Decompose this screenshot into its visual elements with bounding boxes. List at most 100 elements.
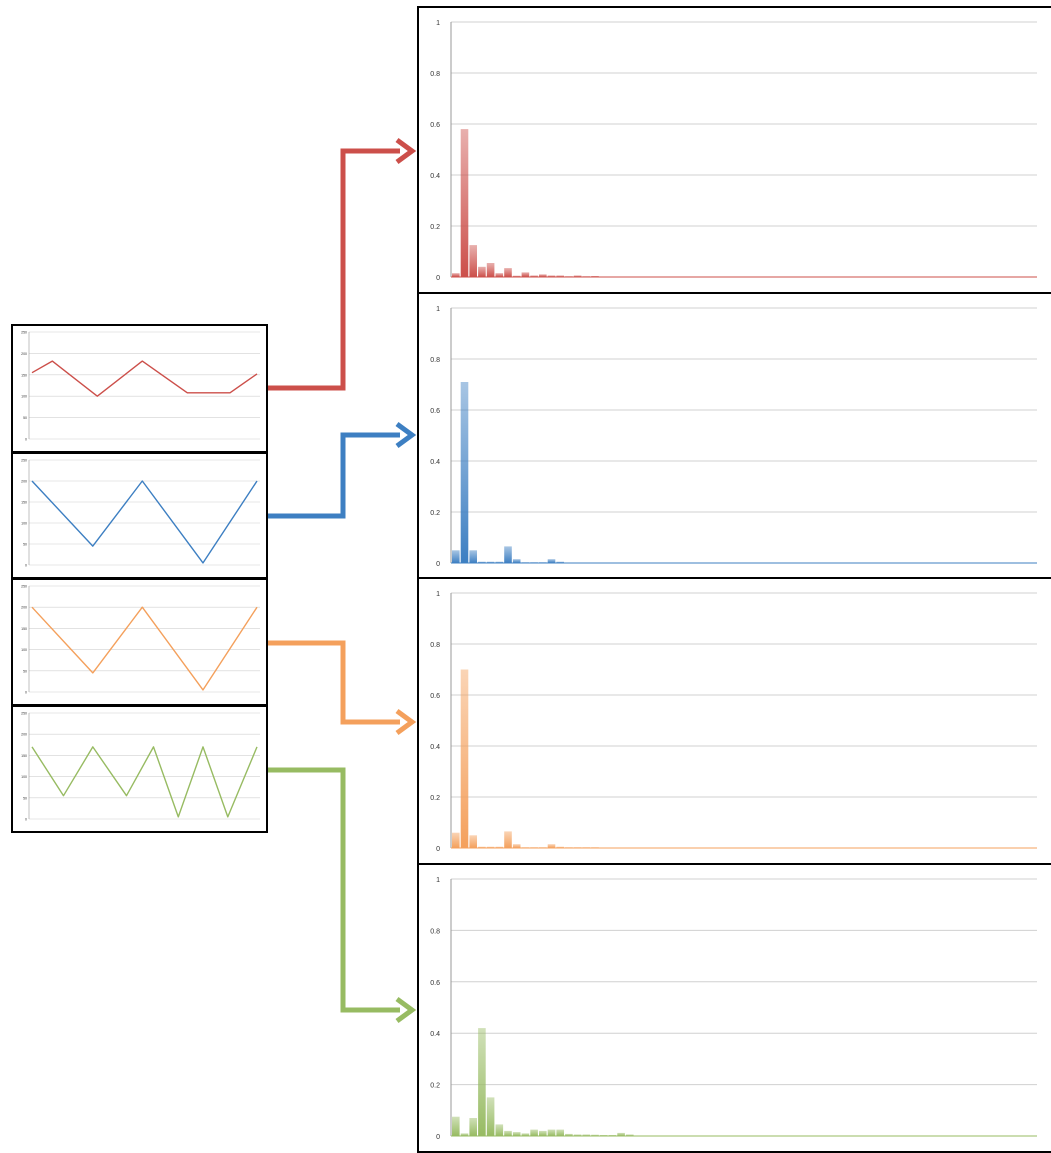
y-tick-label: 0.2 <box>430 224 440 231</box>
bar <box>521 1133 530 1136</box>
bar <box>460 1133 469 1136</box>
bar <box>556 846 564 848</box>
y-tick-label: 150 <box>21 754 27 758</box>
bar <box>460 129 469 277</box>
arrow-blue-head <box>395 421 417 449</box>
spectrum-panel-blue: 0 0.2 0.4 0.6 0.8 1 <box>417 292 1051 580</box>
bar <box>495 561 504 563</box>
y-tick-label: 0 <box>25 818 27 822</box>
y-tick-label: 1 <box>436 877 440 884</box>
y-tick-label: 0.2 <box>430 795 440 802</box>
waveform-green-line <box>31 746 258 818</box>
bar <box>556 1129 564 1136</box>
bar <box>512 559 521 563</box>
bar <box>486 846 495 848</box>
y-tick-label: 100 <box>21 775 27 779</box>
bar <box>539 274 547 277</box>
y-tick-label: 0 <box>25 438 27 442</box>
y-tick-label: 50 <box>23 669 27 673</box>
y-tick-label: 50 <box>23 796 27 800</box>
waveform-panel-red: 0 50 100 150 200 250 <box>11 324 268 453</box>
waveform-orange-plot: 0 50 100 150 200 250 <box>21 585 260 695</box>
arrow-red-head <box>395 137 417 165</box>
y-tick-label: 0.6 <box>430 980 440 987</box>
bar <box>530 1129 538 1136</box>
bar <box>469 550 477 564</box>
waveform-panel-orange: 0 50 100 150 200 250 <box>11 578 268 706</box>
bar <box>582 1134 591 1136</box>
bar <box>486 561 495 563</box>
y-tick-label: 0 <box>25 691 27 695</box>
bar <box>469 245 477 277</box>
spectrum-panel-green: 0 0.2 0.4 0.6 0.8 1 <box>417 863 1051 1153</box>
bar <box>460 382 469 563</box>
bar <box>469 1118 477 1136</box>
bar <box>486 1097 495 1136</box>
bar <box>495 273 504 277</box>
bar <box>504 1130 512 1136</box>
y-tick-label: 200 <box>21 733 27 737</box>
bar <box>512 1132 521 1136</box>
y-tick-label: 150 <box>21 373 27 377</box>
bar <box>565 1133 573 1136</box>
y-tick-label: 0.8 <box>430 642 440 649</box>
bar <box>617 1132 625 1136</box>
bar <box>539 1130 547 1136</box>
arrow-red-line <box>268 148 400 391</box>
y-tick-label: 0 <box>436 561 440 568</box>
y-tick-label: 0 <box>436 846 440 853</box>
waveform-panel-green: 0 50 100 150 200 250 <box>11 705 268 833</box>
y-tick-label: 150 <box>21 627 27 631</box>
y-tick-label: 0.4 <box>430 459 440 466</box>
y-tick-label: 50 <box>23 416 27 420</box>
y-tick-label: 200 <box>21 352 27 356</box>
spectrum-red-plot: 0 0.2 0.4 0.6 0.8 1 <box>430 20 1037 282</box>
bar <box>547 1129 556 1136</box>
y-tick-label: 0.8 <box>430 928 440 935</box>
y-tick-label: 1 <box>436 306 440 313</box>
y-tick-label: 0.6 <box>430 693 440 700</box>
y-tick-label: 250 <box>21 331 27 335</box>
bar <box>547 559 556 563</box>
bar <box>530 275 538 277</box>
bar <box>486 263 495 277</box>
y-tick-label: 0.8 <box>430 71 440 78</box>
y-tick-label: 0.6 <box>430 122 440 129</box>
bar <box>504 831 512 848</box>
y-tick-label: 100 <box>21 395 27 399</box>
bar <box>452 550 460 564</box>
y-tick-label: 200 <box>21 606 27 610</box>
y-tick-label: 100 <box>21 522 27 526</box>
bar <box>478 266 486 277</box>
bar <box>573 275 582 277</box>
bar <box>547 844 556 848</box>
y-tick-label: 0.8 <box>430 357 440 364</box>
y-tick-label: 0.6 <box>430 408 440 415</box>
y-tick-label: 1 <box>436 20 440 27</box>
y-tick-label: 0 <box>25 564 27 568</box>
bar <box>512 275 521 277</box>
bar <box>512 844 521 848</box>
bar <box>504 268 512 277</box>
waveform-red-line <box>31 360 258 397</box>
bar <box>495 846 504 848</box>
arrow-orange <box>268 640 417 736</box>
waveform-blue-plot: 0 50 100 150 200 250 <box>21 459 260 568</box>
y-tick-label: 250 <box>21 459 27 463</box>
arrow-green-line <box>268 767 400 1013</box>
waveform-blue-line <box>31 480 258 564</box>
bar <box>478 561 486 563</box>
arrow-blue <box>268 421 417 519</box>
bar <box>556 275 564 277</box>
spectrum-panel-orange: 0 0.2 0.4 0.6 0.8 1 <box>417 577 1051 865</box>
bar <box>452 832 460 848</box>
arrow-red <box>268 137 417 391</box>
spectrum-blue-plot: 0 0.2 0.4 0.6 0.8 1 <box>430 306 1037 568</box>
spectrum-panel-red: 0 0.2 0.4 0.6 0.8 1 <box>417 6 1051 294</box>
bar <box>495 1124 504 1136</box>
bar <box>573 1134 582 1136</box>
bar <box>460 669 469 848</box>
y-tick-label: 50 <box>23 543 27 547</box>
bar <box>521 272 530 277</box>
